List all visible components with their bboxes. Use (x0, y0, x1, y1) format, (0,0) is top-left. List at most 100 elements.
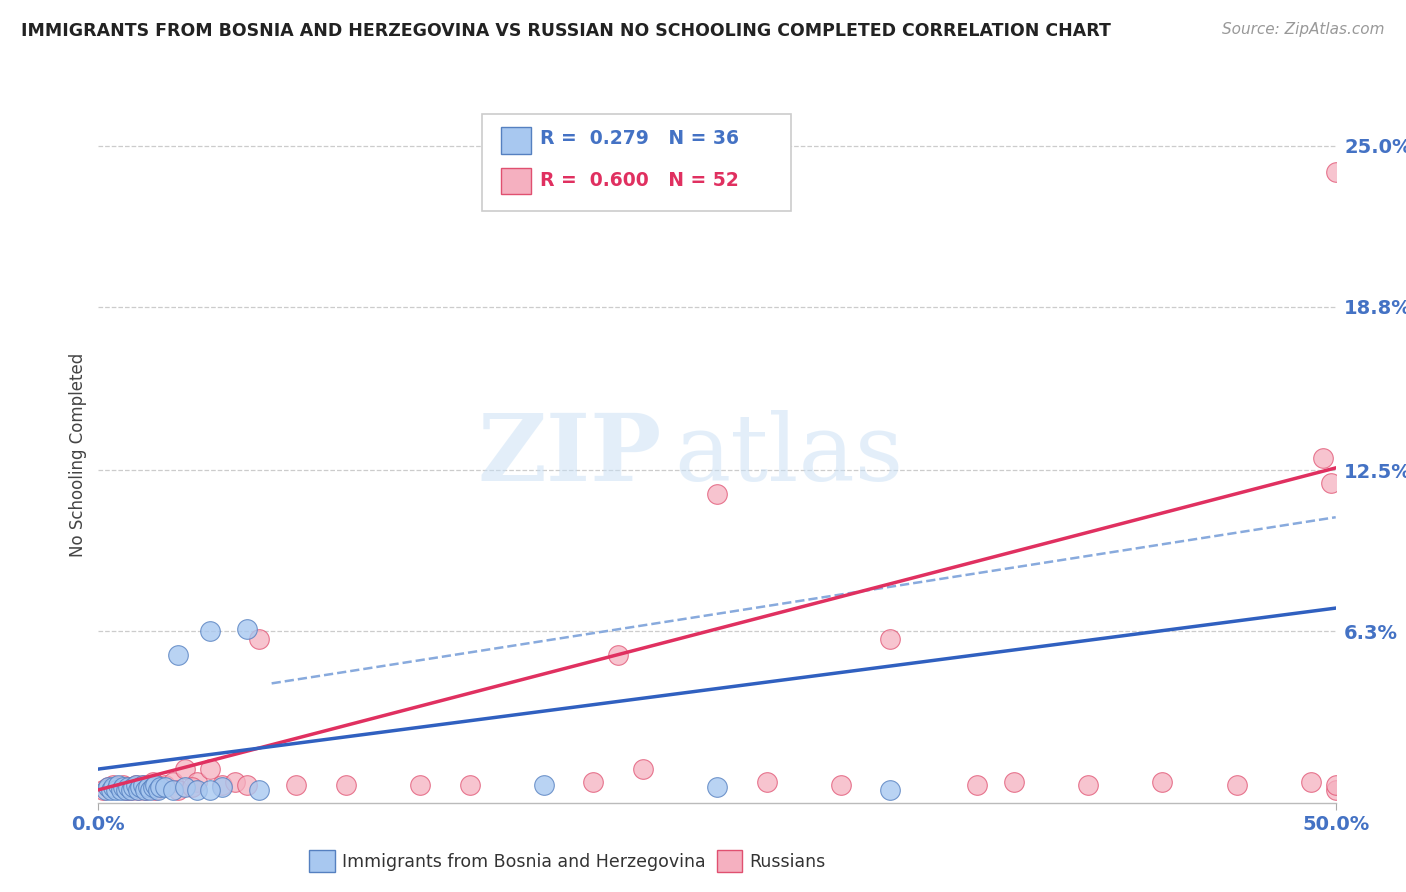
FancyBboxPatch shape (501, 128, 531, 153)
Text: IMMIGRANTS FROM BOSNIA AND HERZEGOVINA VS RUSSIAN NO SCHOOLING COMPLETED CORRELA: IMMIGRANTS FROM BOSNIA AND HERZEGOVINA V… (21, 22, 1111, 40)
Point (155, 780, 177, 795)
Text: R =  0.279   N = 36: R = 0.279 N = 36 (540, 128, 740, 148)
Point (1002, 775, 1025, 789)
Point (247, 632, 270, 647)
Text: atlas: atlas (673, 410, 903, 500)
Point (607, 648, 630, 662)
Point (1324, 165, 1347, 179)
Text: R =  0.600   N = 52: R = 0.600 N = 52 (540, 170, 740, 190)
Point (198, 624, 221, 639)
Point (110, 782, 132, 797)
Point (97, 780, 120, 795)
Point (97, 780, 120, 795)
Point (247, 782, 270, 797)
Point (236, 622, 259, 636)
Point (132, 778, 155, 792)
Point (830, 778, 852, 792)
Point (1152, 775, 1174, 789)
Point (1324, 778, 1347, 792)
Point (458, 778, 481, 792)
Point (409, 778, 432, 792)
Point (1324, 782, 1347, 797)
Point (1319, 476, 1341, 491)
Point (1312, 450, 1334, 465)
Point (166, 782, 188, 797)
Point (149, 780, 172, 795)
Point (879, 782, 901, 797)
Point (136, 780, 159, 795)
Point (1299, 775, 1322, 789)
Point (100, 782, 122, 797)
Point (146, 782, 169, 797)
Point (139, 778, 162, 792)
Point (127, 782, 149, 797)
Point (114, 782, 136, 797)
Point (706, 780, 728, 795)
Point (335, 778, 357, 792)
Point (211, 780, 233, 795)
Point (155, 778, 177, 792)
Point (162, 782, 184, 797)
Point (134, 782, 156, 797)
Point (149, 780, 172, 795)
Point (142, 780, 165, 795)
Point (122, 780, 145, 795)
Point (124, 778, 146, 792)
Point (107, 780, 129, 795)
Point (162, 775, 184, 789)
Point (124, 778, 146, 792)
Point (285, 778, 308, 792)
Point (879, 632, 901, 647)
Point (94, 782, 117, 797)
Point (93, 782, 115, 797)
Point (174, 780, 197, 795)
Point (198, 762, 221, 776)
Point (224, 775, 246, 789)
Text: Russians: Russians (749, 853, 825, 871)
Point (103, 780, 125, 795)
Point (166, 648, 188, 662)
Point (117, 780, 139, 795)
Point (1226, 778, 1249, 792)
Point (186, 775, 208, 789)
Point (236, 778, 259, 792)
FancyBboxPatch shape (501, 168, 531, 194)
Point (631, 762, 654, 776)
FancyBboxPatch shape (482, 114, 792, 211)
Point (129, 780, 152, 795)
Point (122, 780, 145, 795)
Point (174, 762, 197, 776)
Point (186, 782, 208, 797)
Point (533, 778, 555, 792)
Point (136, 780, 159, 795)
Point (112, 778, 135, 792)
Point (139, 782, 162, 797)
Point (966, 778, 988, 792)
Point (143, 778, 166, 792)
Point (582, 775, 605, 789)
Point (120, 782, 142, 797)
Text: Source: ZipAtlas.com: Source: ZipAtlas.com (1222, 22, 1385, 37)
Point (117, 780, 139, 795)
Point (132, 778, 155, 792)
Point (107, 778, 129, 792)
Point (142, 775, 165, 789)
Point (198, 782, 221, 797)
Text: Immigrants from Bosnia and Herzegovina: Immigrants from Bosnia and Herzegovina (342, 853, 706, 871)
Point (127, 782, 149, 797)
Point (211, 778, 233, 792)
Point (706, 487, 728, 501)
Y-axis label: No Schooling Completed: No Schooling Completed (69, 353, 87, 557)
Point (143, 782, 166, 797)
Point (134, 782, 156, 797)
Point (114, 782, 136, 797)
Point (103, 778, 125, 792)
Point (1077, 778, 1099, 792)
Point (755, 775, 778, 789)
Point (104, 782, 127, 797)
Point (181, 780, 204, 795)
Text: ZIP: ZIP (477, 410, 661, 500)
Point (129, 780, 152, 795)
Point (112, 780, 135, 795)
Point (120, 782, 142, 797)
